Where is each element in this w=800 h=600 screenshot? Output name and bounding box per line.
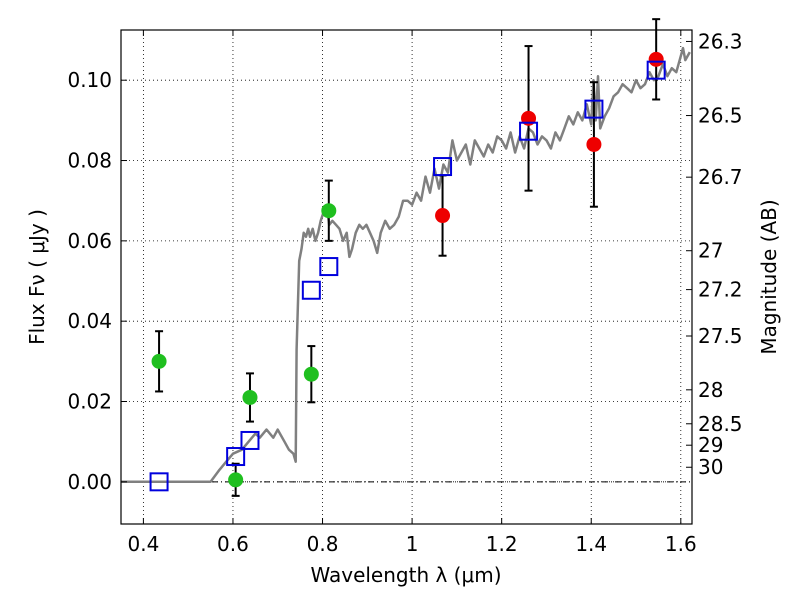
y-tick-label: 0.00	[67, 470, 112, 494]
magnitude-tick-label: 27	[698, 239, 723, 263]
x-tick-label: 0.8	[307, 532, 339, 556]
green-data-point	[303, 366, 319, 382]
magnitude-tick-label: 30	[698, 455, 723, 479]
model-square-marker	[433, 157, 453, 177]
x-axis-title: Wavelength λ (μm)	[310, 563, 501, 587]
model-square-marker	[519, 121, 539, 141]
y-tick-label: 0.04	[67, 309, 112, 333]
x-tick-labels: 0.4 0.6 0.8 1 1.2 1.4 1.6	[127, 532, 696, 556]
plot-frame	[120, 29, 693, 525]
y-axis-title: Flux Fν ( μJy )	[25, 209, 49, 345]
model-square-marker	[301, 280, 321, 300]
red-data-point	[648, 51, 664, 67]
model-spectrum-line	[121, 46, 691, 484]
model-square-marker	[240, 430, 260, 450]
right-axis-title: Magnitude (AB)	[757, 199, 781, 354]
y-tick-label: 0.02	[67, 390, 112, 414]
magnitude-tick-label: 27.5	[698, 324, 743, 348]
red-data-point	[435, 208, 451, 224]
y-tick-labels: 0.00 0.02 0.04 0.06 0.08 0.10	[67, 68, 112, 494]
magnitude-tick-label: 29	[698, 433, 723, 457]
model-square-marker	[584, 99, 604, 119]
green-data-point	[321, 203, 337, 219]
x-tick-label: 1.2	[486, 532, 518, 556]
magnitude-tick-label: 26.7	[698, 165, 743, 189]
model-square-marker	[646, 60, 666, 80]
green-data-point	[242, 389, 258, 405]
y-tick-label: 0.08	[67, 149, 112, 173]
model-square-marker	[319, 257, 339, 277]
y-tick-label: 0.10	[67, 68, 112, 92]
x-tick-label: 1	[406, 532, 419, 556]
x-tick-label: 0.6	[217, 532, 249, 556]
green-data-point	[151, 353, 167, 369]
tick-layer	[121, 30, 692, 524]
magnitude-tick-label: 28	[698, 378, 723, 402]
red-data-point	[586, 136, 602, 152]
point-layer	[149, 51, 666, 492]
magnitude-tick-label: 27.2	[698, 278, 743, 302]
x-tick-label: 1.4	[575, 532, 607, 556]
magnitude-tick-label: 26.5	[698, 104, 743, 128]
model-square-marker	[149, 472, 169, 492]
magnitude-tick-label: 28.5	[698, 412, 743, 436]
green-data-point	[228, 472, 244, 488]
x-tick-label: 0.4	[127, 532, 159, 556]
x-tick-label: 1.6	[665, 532, 697, 556]
errorbar-layer	[155, 18, 661, 497]
model-square-marker	[226, 447, 246, 467]
grid-layer	[121, 30, 692, 524]
magnitude-tick-label: 26.3	[698, 29, 743, 53]
y-tick-label: 0.06	[67, 229, 112, 253]
